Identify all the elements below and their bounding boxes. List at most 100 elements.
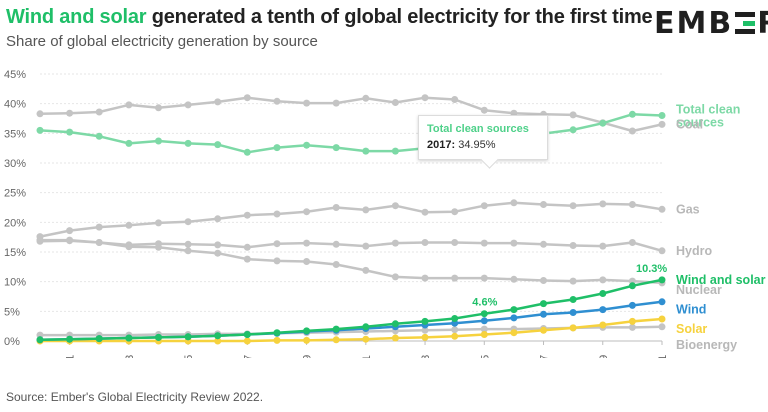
data-point [628, 317, 636, 325]
data-point [243, 337, 251, 345]
x-tick-label: 2015 [479, 355, 491, 358]
series-end-label: Hydro [676, 244, 712, 258]
data-point [421, 326, 429, 334]
x-tick-label: 2001 [65, 355, 77, 358]
data-point [540, 326, 547, 334]
data-point [599, 290, 607, 297]
data-point [599, 119, 607, 127]
data-point [510, 306, 518, 314]
data-point [540, 240, 547, 248]
data-point [243, 148, 251, 156]
series-layer [36, 94, 666, 345]
y-tick-label: 20% [4, 217, 26, 229]
series-line-gas [39, 201, 663, 238]
data-point [421, 208, 429, 216]
data-point [569, 309, 577, 316]
data-point [95, 239, 103, 246]
data-point [658, 247, 666, 255]
data-point [480, 310, 488, 318]
y-tick-label: 45% [4, 69, 26, 81]
data-point [569, 324, 577, 332]
data-point [36, 126, 44, 134]
data-point [273, 336, 281, 344]
data-point [480, 317, 488, 325]
data-point [66, 227, 74, 235]
x-tick-label: 2011 [361, 355, 373, 358]
data-point [184, 333, 192, 341]
data-point [303, 141, 311, 149]
series-end-label: sources [676, 116, 724, 130]
x-tick-label: 2017 [539, 355, 551, 358]
series-nuclear [36, 237, 666, 287]
data-point [569, 296, 577, 303]
series-wind-and-solar [36, 276, 666, 344]
chart-title: Wind and solar generated a tenth of glob… [6, 6, 653, 29]
series-end-label: Coal [676, 117, 703, 131]
data-point [628, 282, 636, 290]
data-point [599, 242, 607, 250]
data-point [243, 255, 251, 263]
data-point [540, 300, 547, 308]
data-point [303, 208, 311, 216]
data-point [628, 201, 636, 208]
data-point [332, 144, 340, 152]
tooltip-year: 2017: [427, 139, 456, 151]
data-point [36, 237, 44, 245]
data-point [66, 237, 74, 245]
series-end-label: Total clean [676, 103, 740, 117]
series-end-label: Bioenergy [676, 338, 737, 352]
data-point [332, 240, 340, 248]
data-point [184, 218, 192, 226]
data-point [362, 323, 370, 331]
data-point [184, 240, 192, 248]
data-point [569, 111, 577, 119]
data-point [569, 126, 577, 134]
data-point [95, 335, 103, 343]
data-point [332, 261, 340, 268]
data-point [125, 221, 133, 229]
data-point [599, 321, 607, 329]
data-point [214, 141, 222, 149]
data-point [125, 101, 133, 109]
data-point [658, 323, 666, 331]
data-point [510, 239, 518, 247]
data-point [95, 132, 103, 140]
series-gas [36, 199, 666, 241]
data-point [125, 334, 133, 342]
data-point [451, 315, 459, 322]
data-point [391, 334, 399, 342]
logo-text-right: R [757, 6, 768, 41]
data-point [243, 331, 251, 338]
x-tick-label: 2021 [657, 355, 669, 358]
data-point [480, 239, 488, 247]
y-tick-label: 15% [4, 247, 26, 259]
data-point [540, 201, 547, 208]
chart-subtitle: Share of global electricity generation b… [6, 33, 318, 50]
x-tick-label: 2005 [183, 355, 195, 358]
x-tick-label: 2003 [124, 355, 136, 358]
data-point [66, 109, 74, 117]
data-point [243, 94, 251, 102]
data-point [214, 337, 222, 345]
data-point [480, 202, 488, 210]
data-point [540, 277, 547, 284]
value-annotation: 4.6% [472, 297, 497, 309]
data-point [658, 120, 666, 128]
data-point [658, 298, 666, 306]
data-point [303, 258, 311, 265]
data-point [451, 96, 459, 103]
tooltip: Total clean sources 2017: 34.95% [418, 115, 548, 169]
data-point [421, 333, 429, 341]
series-end-label: Gas [676, 202, 700, 216]
data-point [569, 202, 577, 210]
data-point [391, 202, 399, 210]
data-point [214, 215, 222, 223]
x-tick-label: 2009 [302, 355, 314, 358]
data-point [569, 277, 577, 285]
series-total-clean-sources [36, 110, 666, 156]
logo-text-left: EMB [654, 5, 734, 41]
data-point [658, 205, 666, 213]
data-point [273, 144, 281, 152]
data-point [628, 110, 636, 118]
